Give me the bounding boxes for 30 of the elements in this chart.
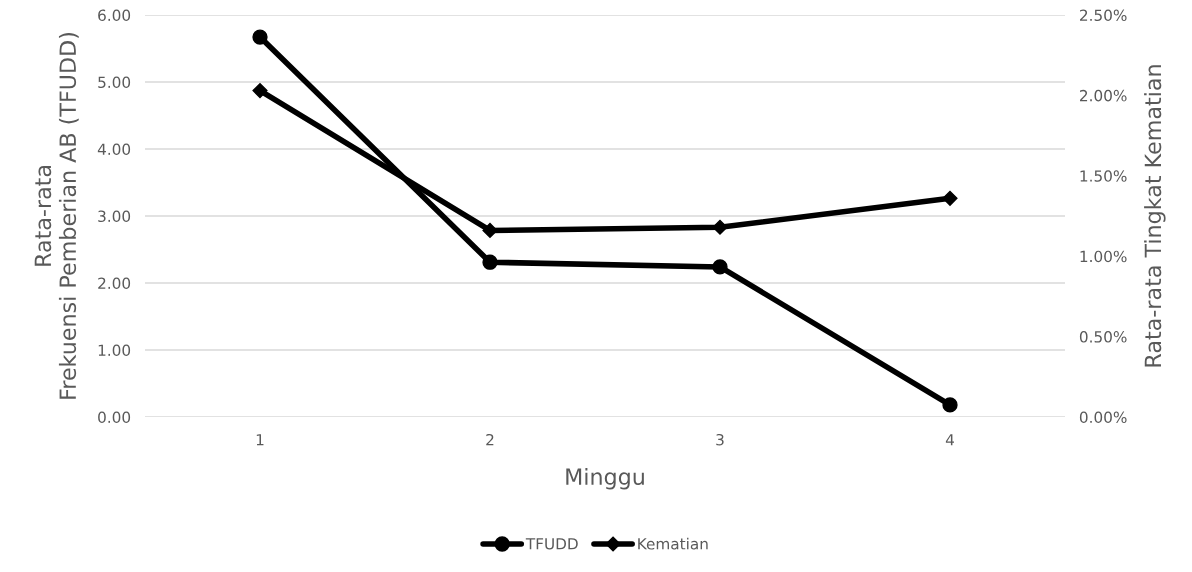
legend-label: Kematian — [638, 537, 708, 550]
point — [482, 222, 498, 239]
x-tick-label: 4 — [945, 434, 954, 446]
point — [712, 259, 728, 275]
y-tick-label: 3.00 — [98, 210, 131, 223]
y-tick-label: 0.00 — [98, 411, 131, 424]
point — [712, 219, 728, 235]
y-tick-label: 6.00 — [98, 9, 131, 22]
y2-axis-title: Rata-rata Tingkat Kematian — [1144, 65, 1166, 367]
x-axis-title: Minggu — [566, 467, 644, 490]
y-axis-title: Rata-rata Frekuensi Pemberian AB (TFUDD) — [34, 33, 79, 399]
point — [252, 83, 268, 99]
legend-label: TFUDD — [525, 538, 578, 550]
y-tick-label: 4.00 — [97, 143, 131, 156]
y-tick-label: 5.00 — [98, 76, 131, 89]
y2-tick-label: 1.00% — [1080, 250, 1127, 263]
point — [482, 254, 498, 270]
x-tick-label: 2 — [486, 433, 494, 446]
y2-tick-label: 0.00% — [1079, 411, 1127, 424]
y-tick-label: 2.00 — [98, 277, 131, 290]
y2-tick-label: 2.50% — [1080, 9, 1127, 22]
point — [942, 397, 958, 413]
x-tick-label: 1 — [256, 434, 264, 446]
x-tick-label: 3 — [716, 433, 724, 446]
y2-tick-label: 1.50% — [1080, 170, 1127, 182]
y2-tick-label: 2.00% — [1080, 89, 1127, 102]
y2-tick-label: 0.50% — [1079, 331, 1127, 343]
point — [942, 190, 958, 206]
point — [252, 29, 268, 45]
y-tick-label: 1.00 — [98, 344, 131, 357]
